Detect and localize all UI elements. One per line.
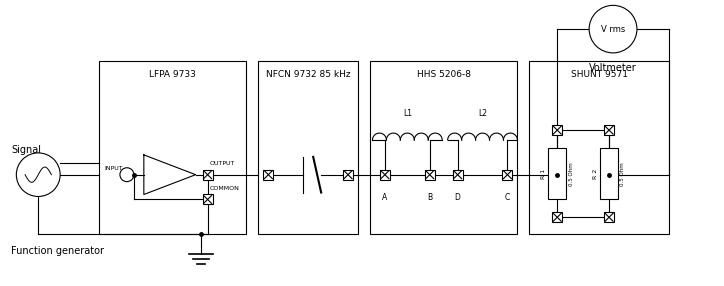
Bar bbox=[203, 194, 213, 204]
Text: SHUNT 9571: SHUNT 9571 bbox=[571, 70, 628, 79]
Text: A: A bbox=[382, 192, 387, 202]
Circle shape bbox=[17, 153, 60, 196]
Text: HHS 5206-8: HHS 5206-8 bbox=[417, 70, 471, 79]
Bar bbox=[425, 170, 434, 180]
Bar bbox=[452, 170, 463, 180]
Bar bbox=[552, 125, 563, 135]
Bar bbox=[99, 61, 246, 234]
Bar bbox=[600, 148, 618, 199]
Text: V rms: V rms bbox=[601, 25, 625, 34]
Text: R 1: R 1 bbox=[541, 169, 546, 179]
Bar bbox=[370, 61, 518, 234]
Text: NFCN 9732 85 kHz: NFCN 9732 85 kHz bbox=[266, 70, 350, 79]
Bar bbox=[258, 61, 358, 234]
Text: COMMON: COMMON bbox=[209, 186, 240, 190]
Text: C: C bbox=[505, 192, 510, 202]
Bar bbox=[502, 170, 513, 180]
Text: Signal: Signal bbox=[12, 145, 41, 155]
Polygon shape bbox=[144, 155, 195, 194]
Text: Voltmeter: Voltmeter bbox=[589, 63, 637, 73]
Bar bbox=[604, 125, 614, 135]
Text: Function generator: Function generator bbox=[12, 246, 104, 256]
Text: INPUT: INPUT bbox=[104, 166, 122, 171]
Text: D: D bbox=[455, 192, 460, 202]
Text: 0.5 Ohm: 0.5 Ohm bbox=[568, 162, 573, 186]
Bar bbox=[203, 170, 213, 180]
Text: OUTPUT: OUTPUT bbox=[209, 161, 235, 166]
Bar bbox=[604, 212, 614, 222]
Bar bbox=[548, 148, 566, 199]
Bar bbox=[552, 212, 563, 222]
Circle shape bbox=[120, 168, 134, 182]
Text: LFPA 9733: LFPA 9733 bbox=[149, 70, 196, 79]
Bar bbox=[529, 61, 669, 234]
Bar bbox=[380, 170, 390, 180]
Circle shape bbox=[589, 5, 637, 53]
Bar bbox=[264, 170, 274, 180]
Text: B: B bbox=[427, 192, 432, 202]
Bar bbox=[343, 170, 353, 180]
Text: R 2: R 2 bbox=[593, 168, 597, 179]
Text: 0.5 Ohm: 0.5 Ohm bbox=[620, 162, 626, 186]
Text: L1: L1 bbox=[403, 109, 412, 118]
Text: L2: L2 bbox=[478, 109, 487, 118]
